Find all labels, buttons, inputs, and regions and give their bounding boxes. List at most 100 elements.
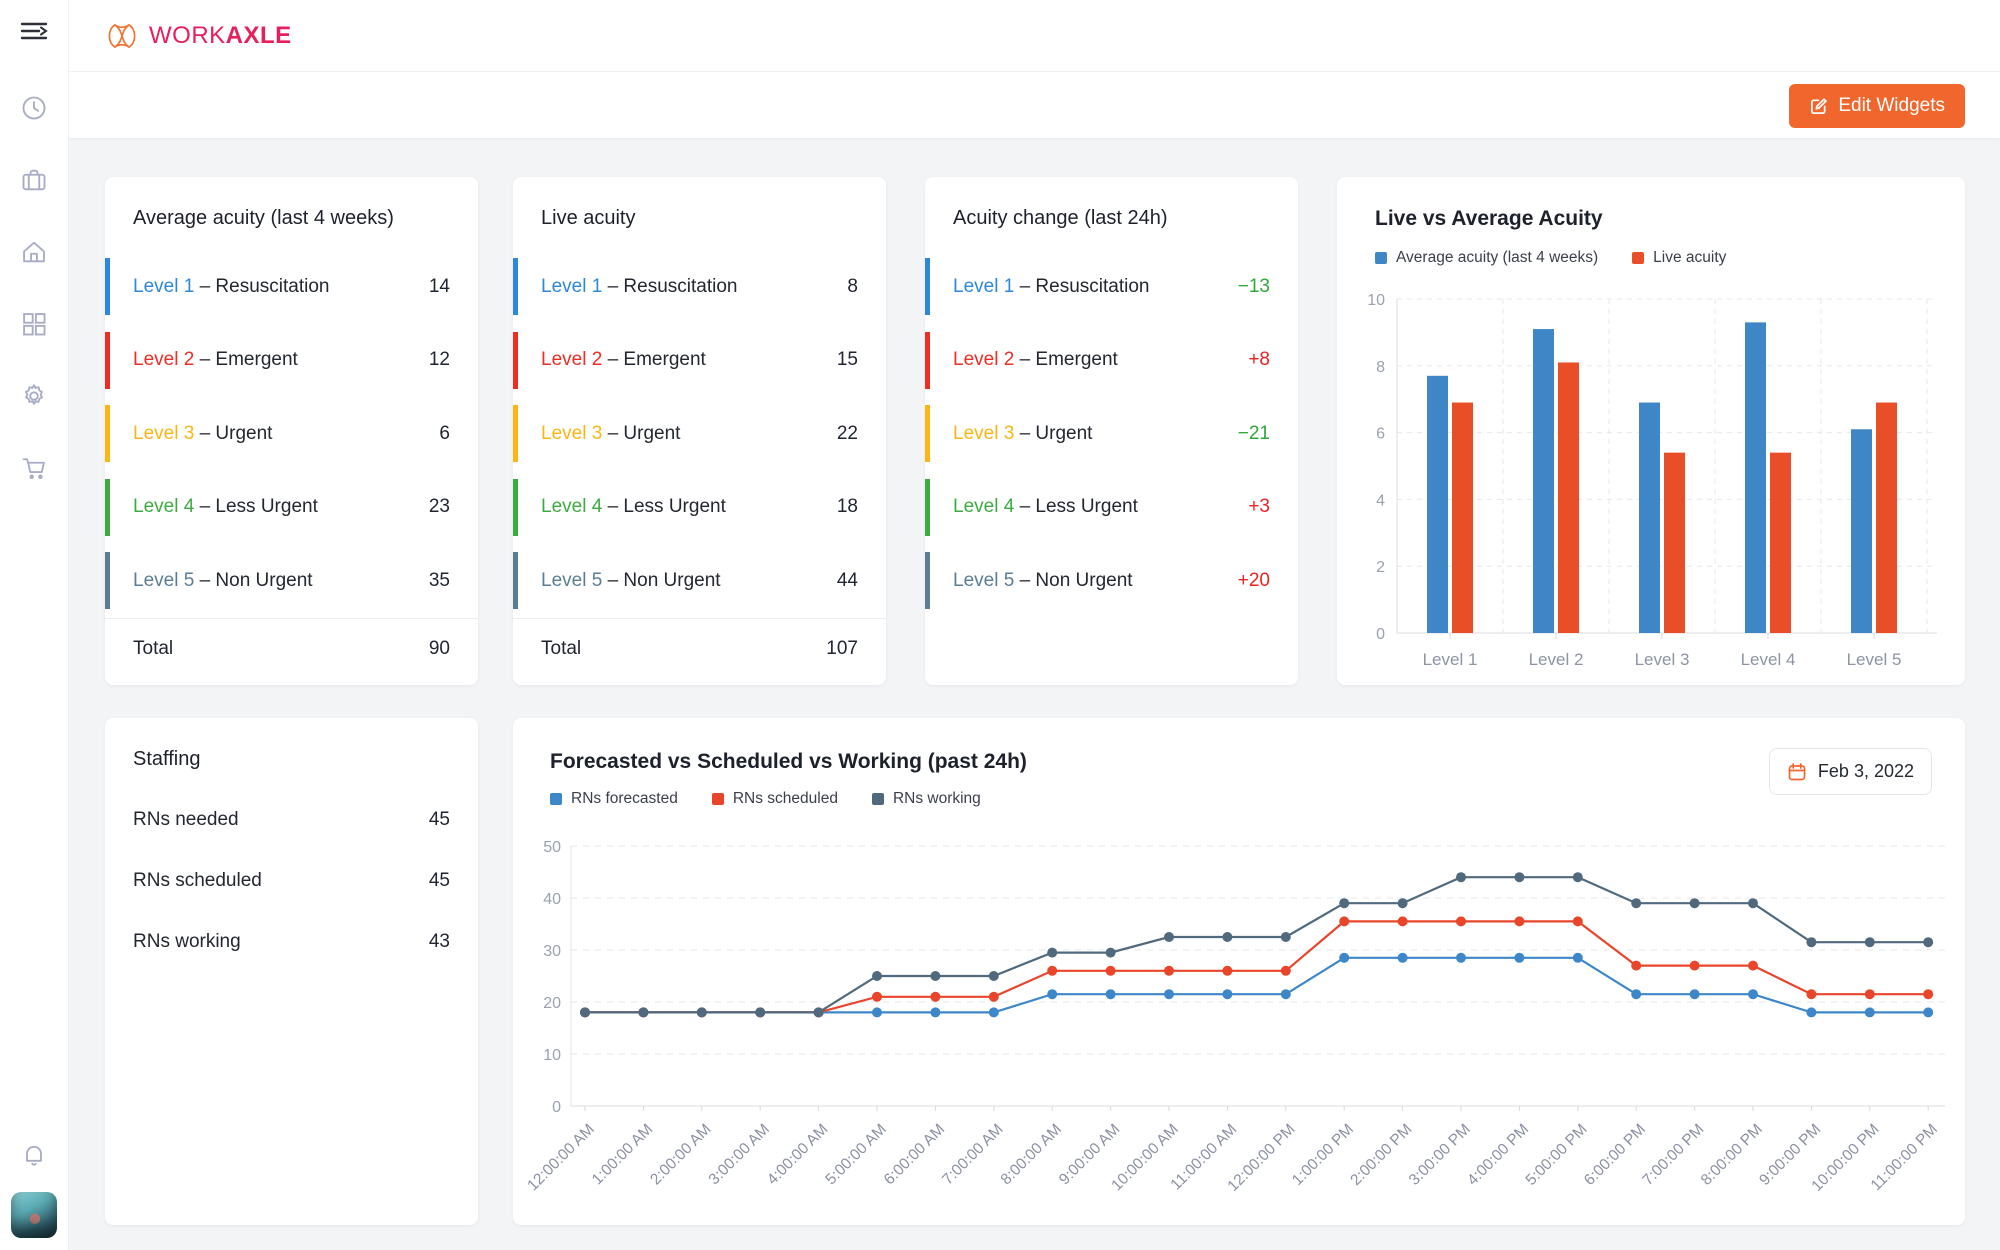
sidebar <box>0 0 69 1250</box>
average-acuity-card: Average acuity (last 4 weeks) Level 1 – … <box>105 177 478 685</box>
acuity-row-level1: Level 1 – Resuscitation −13 <box>925 250 1298 324</box>
acuity-row-level4: Level 4 – Less Urgent 23 <box>105 471 478 545</box>
svg-text:1:00:00 PM: 1:00:00 PM <box>1289 1121 1357 1189</box>
acuity-value: 22 <box>836 422 858 444</box>
staffing-card: Staffing RNs needed 45 RNs scheduled 45 … <box>105 718 478 1225</box>
svg-text:Level 4: Level 4 <box>1741 650 1796 669</box>
line-chart-legend: RNs forecasted RNs scheduled RNs working <box>550 790 1965 808</box>
acuity-value: 23 <box>428 496 450 518</box>
level-color-bar <box>925 552 930 609</box>
svg-text:7:00:00 PM: 7:00:00 PM <box>1639 1121 1707 1189</box>
svg-text:7:00:00 AM: 7:00:00 AM <box>939 1121 1006 1188</box>
legend-item-average-acuity[interactable]: Average acuity (last 4 weeks) <box>1375 249 1598 267</box>
svg-text:50: 50 <box>543 839 561 856</box>
level-color-bar <box>925 331 930 389</box>
legend-item-rns-working[interactable]: RNs working <box>871 790 981 808</box>
calendar-icon <box>1788 762 1806 780</box>
legend-swatch <box>871 793 884 805</box>
collapse-menu-icon[interactable] <box>19 20 49 47</box>
acuity-value: 14 <box>428 275 450 297</box>
svg-text:12:00:00 AM: 12:00:00 AM <box>524 1121 598 1195</box>
acuity-change-card: Acuity change (last 24h) Level 1 – Resus… <box>925 177 1298 685</box>
edit-pencil-icon <box>1811 97 1828 114</box>
date-label: Feb 3, 2022 <box>1817 761 1914 781</box>
legend-item-rns-forecasted[interactable]: RNs forecasted <box>550 790 678 808</box>
staffing-row-scheduled: RNs scheduled 45 <box>133 869 450 891</box>
workaxle-logo-icon <box>108 23 136 48</box>
svg-text:2:00:00 AM: 2:00:00 AM <box>647 1121 714 1188</box>
card-title: Staffing <box>133 748 201 770</box>
total-value: 90 <box>428 638 450 659</box>
live-vs-average-acuity-card: Live vs Average Acuity Average acuity (l… <box>1337 177 1965 685</box>
legend-swatch <box>711 793 724 805</box>
svg-text:Level 5: Level 5 <box>1847 650 1902 669</box>
level-color-bar <box>513 405 518 462</box>
staffing-value: 43 <box>428 930 450 952</box>
acuity-change-value: −21 <box>1237 422 1270 444</box>
level-color-bar <box>513 331 518 389</box>
acuity-value: 44 <box>836 569 858 591</box>
svg-text:6:00:00 AM: 6:00:00 AM <box>881 1121 948 1188</box>
svg-text:4: 4 <box>1376 492 1385 509</box>
acuity-row-level4: Level 4 – Less Urgent +3 <box>925 471 1298 545</box>
workaxle-logo: WORKAXLE <box>105 20 292 52</box>
svg-text:6:00:00 PM: 6:00:00 PM <box>1581 1121 1649 1189</box>
svg-text:8: 8 <box>1376 359 1385 376</box>
svg-text:Level 1: Level 1 <box>1423 650 1478 669</box>
acuity-row-level3: Level 3 – Urgent −21 <box>925 397 1298 471</box>
acuity-value: 12 <box>428 349 450 371</box>
legend-swatch <box>1375 252 1387 264</box>
workaxle-logo-text: WORKAXLE <box>149 21 292 49</box>
sidebar-item-briefcase-icon[interactable] <box>19 165 49 195</box>
svg-text:20: 20 <box>543 995 561 1012</box>
level-color-bar <box>925 258 930 315</box>
legend-swatch <box>1632 252 1645 264</box>
sidebar-item-settings-gear-icon[interactable] <box>19 381 49 411</box>
svg-text:6: 6 <box>1376 426 1385 443</box>
card-title: Average acuity (last 4 weeks) <box>133 207 394 229</box>
live-acuity-card: Live acuity Level 1 – Resuscitation 8 Le… <box>513 177 886 685</box>
sidebar-item-home-icon[interactable] <box>19 237 49 267</box>
staffing-row-needed: RNs needed 45 <box>133 808 450 830</box>
svg-text:40: 40 <box>543 891 561 908</box>
acuity-row-level1: Level 1 – Resuscitation 14 <box>105 250 478 324</box>
acuity-value: 15 <box>836 349 858 371</box>
date-picker[interactable]: Feb 3, 2022 <box>1768 748 1932 795</box>
level-color-bar <box>105 552 110 609</box>
level-color-bar <box>513 478 518 536</box>
level-color-bar <box>105 478 110 536</box>
acuity-row-level5: Level 5 – Non Urgent 35 <box>105 544 478 618</box>
legend-item-rns-scheduled[interactable]: RNs scheduled <box>711 790 838 808</box>
svg-text:10: 10 <box>543 1047 561 1064</box>
svg-text:10: 10 <box>1367 292 1385 309</box>
svg-text:3:00:00 AM: 3:00:00 AM <box>706 1121 773 1188</box>
level-color-bar <box>925 405 930 462</box>
svg-text:5:00:00 PM: 5:00:00 PM <box>1523 1121 1591 1189</box>
total-value: 107 <box>826 638 858 659</box>
level-color-bar <box>105 331 110 389</box>
bar-chart-legend: Average acuity (last 4 weeks) Live acuit… <box>1375 249 1965 267</box>
acuity-row-level4: Level 4 – Less Urgent 18 <box>513 471 886 545</box>
sidebar-item-time-clock-icon[interactable] <box>19 93 49 123</box>
legend-item-live-acuity[interactable]: Live acuity <box>1632 249 1726 267</box>
acuity-row-level1: Level 1 – Resuscitation 8 <box>513 250 886 324</box>
acuity-change-value: −13 <box>1237 275 1270 297</box>
user-avatar[interactable] <box>11 1192 57 1238</box>
acuity-change-value: +8 <box>1248 349 1270 371</box>
svg-text:8:00:00 PM: 8:00:00 PM <box>1698 1121 1766 1189</box>
svg-text:3:00:00 PM: 3:00:00 PM <box>1406 1121 1474 1189</box>
svg-text:Level 3: Level 3 <box>1635 650 1690 669</box>
sidebar-item-cart-icon[interactable] <box>19 453 49 483</box>
forecast-vs-scheduled-card: Forecasted vs Scheduled vs Working (past… <box>513 718 1965 1225</box>
acuity-row-level2: Level 2 – Emergent 12 <box>105 324 478 398</box>
sidebar-item-dashboard-grid-icon[interactable] <box>19 309 49 339</box>
total-row: Total 90 <box>105 617 478 680</box>
acuity-value: 6 <box>439 422 450 444</box>
notifications-bell-icon[interactable] <box>19 1140 49 1170</box>
acuity-change-value: +20 <box>1237 569 1270 591</box>
edit-widgets-button[interactable]: Edit Widgets <box>1789 84 1965 128</box>
svg-text:Level 2: Level 2 <box>1529 650 1584 669</box>
acuity-row-level2: Level 2 – Emergent +8 <box>925 324 1298 398</box>
